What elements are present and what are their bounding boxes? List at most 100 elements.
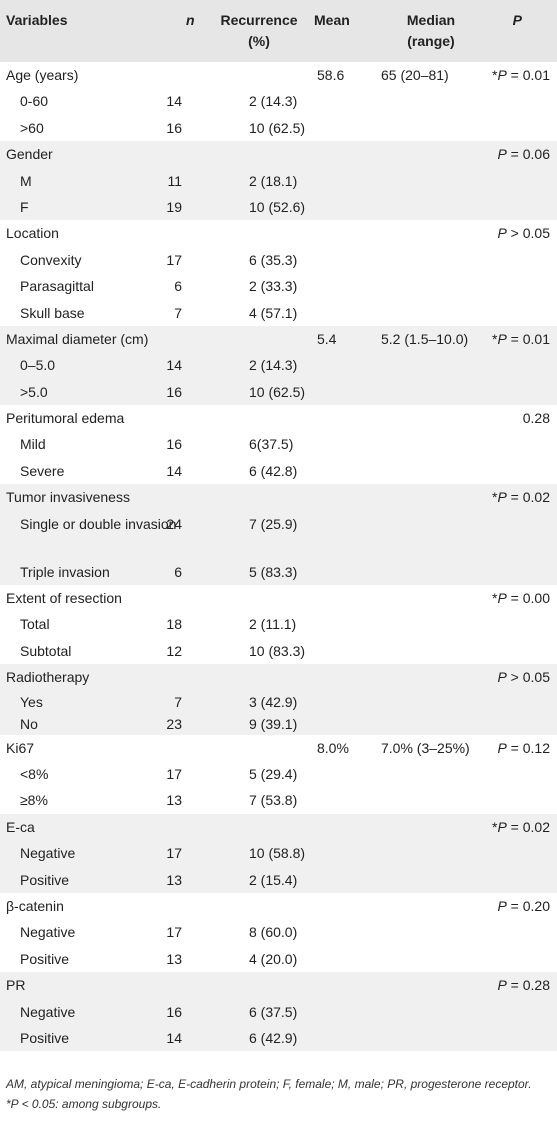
row-recurrence: 10 (62.5) bbox=[249, 119, 306, 136]
row-recurrence: 2 (14.3) bbox=[249, 357, 298, 374]
row-label: Positive bbox=[20, 1029, 70, 1046]
row-mean: 58.6 bbox=[317, 67, 345, 83]
table-row: Tumor invasiveness *P = 0.02 bbox=[0, 484, 557, 511]
row-label: β-catenin bbox=[6, 897, 64, 914]
row-n: 23 bbox=[166, 715, 182, 732]
row-p-value: *P = 0.01 bbox=[492, 330, 550, 347]
table-row: Convexity 17 6 (35.3) bbox=[0, 247, 557, 273]
row-label: Tumor invasiveness bbox=[6, 489, 130, 506]
row-recurrence: 5 (83.3) bbox=[249, 563, 298, 580]
table-row: Mild 16 6(37.5) bbox=[0, 431, 557, 457]
row-label: >60 bbox=[20, 119, 44, 136]
row-label: Peritumoral edema bbox=[6, 410, 125, 427]
row-recurrence: 2 (14.3) bbox=[249, 93, 298, 110]
row-recurrence: 10 (83.3) bbox=[249, 642, 306, 659]
table-row: >60 16 10 (62.5) bbox=[0, 115, 557, 141]
table-row: Radiotherapy P > 0.05 bbox=[0, 664, 557, 691]
row-label: 0–5.0 bbox=[20, 357, 56, 374]
row-p-value: *P = 0.02 bbox=[492, 818, 550, 835]
table-row: Skull base 7 4 (57.1) bbox=[0, 300, 557, 326]
row-label: Triple invasion bbox=[20, 563, 110, 580]
row-n: 17 bbox=[166, 924, 182, 941]
row-recurrence: 2 (11.1) bbox=[249, 616, 297, 633]
row-recurrence: 3 (42.9) bbox=[249, 693, 298, 710]
header-mean: Mean bbox=[314, 12, 350, 28]
row-label: M bbox=[20, 172, 32, 189]
header-n: n bbox=[186, 12, 195, 28]
table-row: Ki67 8.0% 7.0% (3–25%) P = 0.12 bbox=[0, 735, 557, 761]
row-p-value: *P = 0.02 bbox=[492, 489, 550, 506]
row-label: Positive bbox=[20, 950, 70, 967]
row-label: Ki67 bbox=[6, 739, 35, 756]
row-label: ≥8% bbox=[20, 792, 48, 809]
row-p-value: P = 0.20 bbox=[497, 897, 550, 914]
row-n: 18 bbox=[166, 616, 182, 633]
row-recurrence: 2 (15.4) bbox=[249, 871, 298, 888]
row-label: Convexity bbox=[20, 251, 82, 268]
table-row: Extent of resection *P = 0.00 bbox=[0, 585, 557, 611]
row-n: 17 bbox=[166, 845, 182, 862]
row-recurrence: 6 (42.9) bbox=[249, 1029, 298, 1046]
row-label: F bbox=[20, 198, 29, 215]
table-header: Variables n Recurrence (%) Mean Median (… bbox=[0, 0, 557, 62]
row-n: 7 bbox=[174, 693, 182, 710]
row-p-value: P = 0.12 bbox=[497, 739, 550, 756]
row-p-value: P > 0.05 bbox=[497, 225, 550, 242]
header-median: Median (range) bbox=[382, 10, 480, 52]
row-label: Yes bbox=[20, 693, 43, 710]
header-recurrence-line1: Recurrence bbox=[220, 12, 298, 28]
table-row: Positive 13 2 (15.4) bbox=[0, 866, 557, 893]
row-label: Gender bbox=[6, 146, 53, 163]
row-recurrence: 7 (25.9) bbox=[249, 515, 298, 532]
row-recurrence: 2 (18.1) bbox=[249, 172, 298, 189]
row-n: 16 bbox=[166, 119, 182, 136]
table-row: Negative 17 10 (58.8) bbox=[0, 840, 557, 867]
row-n: 17 bbox=[166, 765, 182, 782]
table-row: Total 18 2 (11.1) bbox=[0, 611, 557, 637]
table-row: Positive 13 4 (20.0) bbox=[0, 946, 557, 972]
row-recurrence: 4 (57.1) bbox=[249, 304, 298, 321]
results-table: Variables n Recurrence (%) Mean Median (… bbox=[0, 0, 557, 1052]
row-label: Age (years) bbox=[6, 67, 79, 83]
row-label: Total bbox=[20, 616, 50, 633]
row-mean: 8.0% bbox=[317, 739, 349, 756]
table-row: Yes 7 3 (42.9) bbox=[0, 690, 557, 713]
row-label: Negative bbox=[20, 845, 76, 862]
row-n: 12 bbox=[166, 642, 182, 659]
row-recurrence: 6 (35.3) bbox=[249, 251, 298, 268]
row-label: Location bbox=[6, 225, 59, 242]
row-n: 13 bbox=[166, 871, 182, 888]
row-recurrence: 9 (39.1) bbox=[249, 715, 298, 732]
row-recurrence: 10 (58.8) bbox=[249, 845, 306, 862]
table-row: Parasagittal 6 2 (33.3) bbox=[0, 273, 557, 299]
row-label: No bbox=[20, 715, 38, 732]
header-median-line2: (range) bbox=[407, 33, 455, 49]
table-row: ≥8% 13 7 (53.8) bbox=[0, 787, 557, 813]
row-recurrence: 6 (42.8) bbox=[249, 462, 298, 479]
row-recurrence: 6(37.5) bbox=[249, 436, 294, 453]
row-recurrence: 8 (60.0) bbox=[249, 924, 298, 941]
table-row: β-catenin P = 0.20 bbox=[0, 893, 557, 919]
table-footnotes: AM, atypical meningioma; E-ca, E-cadheri… bbox=[6, 1074, 551, 1114]
table-row: PR P = 0.28 bbox=[0, 972, 557, 999]
row-median: 7.0% (3–25%) bbox=[381, 739, 470, 756]
row-label: PR bbox=[6, 977, 26, 994]
table-row: 0–5.0 14 2 (14.3) bbox=[0, 352, 557, 379]
row-recurrence: 7 (53.8) bbox=[249, 792, 298, 809]
row-n: 11 bbox=[167, 172, 182, 189]
table-row: 0-60 14 2 (14.3) bbox=[0, 88, 557, 114]
row-label: Parasagittal bbox=[20, 278, 94, 295]
table-row: Triple invasion 6 5 (83.3) bbox=[0, 558, 557, 586]
header-recurrence: Recurrence (%) bbox=[215, 10, 303, 52]
row-n: 6 bbox=[174, 278, 182, 295]
header-p: P bbox=[512, 12, 522, 28]
row-n: 14 bbox=[166, 93, 182, 110]
table-row: Age (years) 58.6 65 (20–81) *P = 0.01 bbox=[0, 62, 557, 88]
footnote-significance: *P < 0.05: among subgroups. bbox=[6, 1097, 162, 1111]
header-variables: Variables bbox=[6, 12, 68, 28]
row-p-value: P > 0.05 bbox=[497, 669, 550, 686]
row-label: Negative bbox=[20, 924, 76, 941]
header-median-line1: Median bbox=[406, 12, 456, 28]
row-n: 19 bbox=[166, 198, 182, 215]
table-row: M 11 2 (18.1) bbox=[0, 167, 557, 194]
